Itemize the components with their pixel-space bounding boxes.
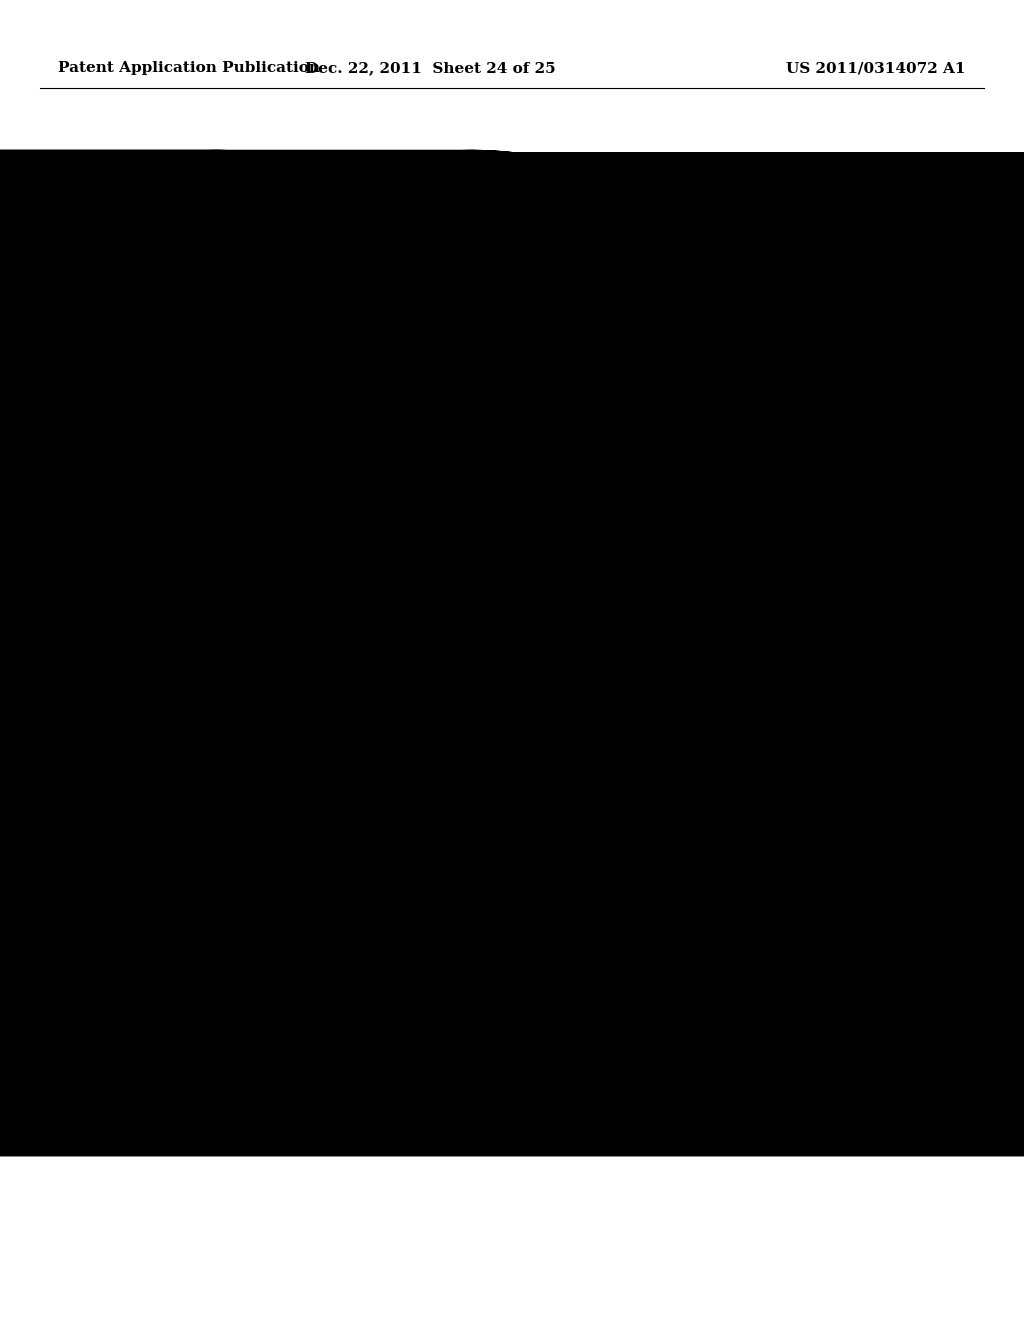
Text: Patent Application Publication: Patent Application Publication <box>58 61 319 75</box>
Text: 480: 480 <box>106 601 120 626</box>
Bar <box>400 615 455 744</box>
Text: DSN memory: DSN memory <box>423 627 432 702</box>
Text: 484: 484 <box>495 673 520 686</box>
Text: media server: media server <box>106 498 120 585</box>
Text: FIG. 25: FIG. 25 <box>820 671 893 689</box>
Bar <box>248 395 468 610</box>
Text: slices: slices <box>495 466 532 479</box>
Bar <box>558 488 778 704</box>
Text: 22: 22 <box>423 523 432 537</box>
Bar <box>248 579 468 795</box>
Text: 482: 482 <box>166 582 190 595</box>
Bar <box>598 513 680 668</box>
Text: 34: 34 <box>633 624 645 640</box>
Bar <box>400 430 455 560</box>
Text: user device 3: user device 3 <box>580 550 593 640</box>
Text: 486: 486 <box>495 487 520 500</box>
Text: DS
processing: DS processing <box>315 631 343 696</box>
Bar <box>288 420 370 576</box>
Bar <box>62 445 164 675</box>
Text: US 2011/0314072 A1: US 2011/0314072 A1 <box>786 61 966 75</box>
Bar <box>710 521 765 652</box>
Text: 34: 34 <box>323 532 336 546</box>
Text: user device 2: user device 2 <box>269 458 283 546</box>
Text: slices: slices <box>495 652 532 664</box>
Text: 34: 34 <box>323 717 336 731</box>
Text: user device 1: user device 1 <box>269 643 283 733</box>
Text: media broadcast: media broadcast <box>122 553 233 566</box>
Text: DS
processing: DS processing <box>315 446 343 511</box>
Bar <box>288 605 370 760</box>
Text: DSN memory: DSN memory <box>423 441 432 517</box>
Text: 22: 22 <box>732 615 742 630</box>
Text: Dec. 22, 2011  Sheet 24 of 25: Dec. 22, 2011 Sheet 24 of 25 <box>305 61 555 75</box>
Text: 22: 22 <box>423 708 432 722</box>
Text: DS
processing: DS processing <box>625 540 653 605</box>
Text: DSN memory: DSN memory <box>732 533 742 610</box>
